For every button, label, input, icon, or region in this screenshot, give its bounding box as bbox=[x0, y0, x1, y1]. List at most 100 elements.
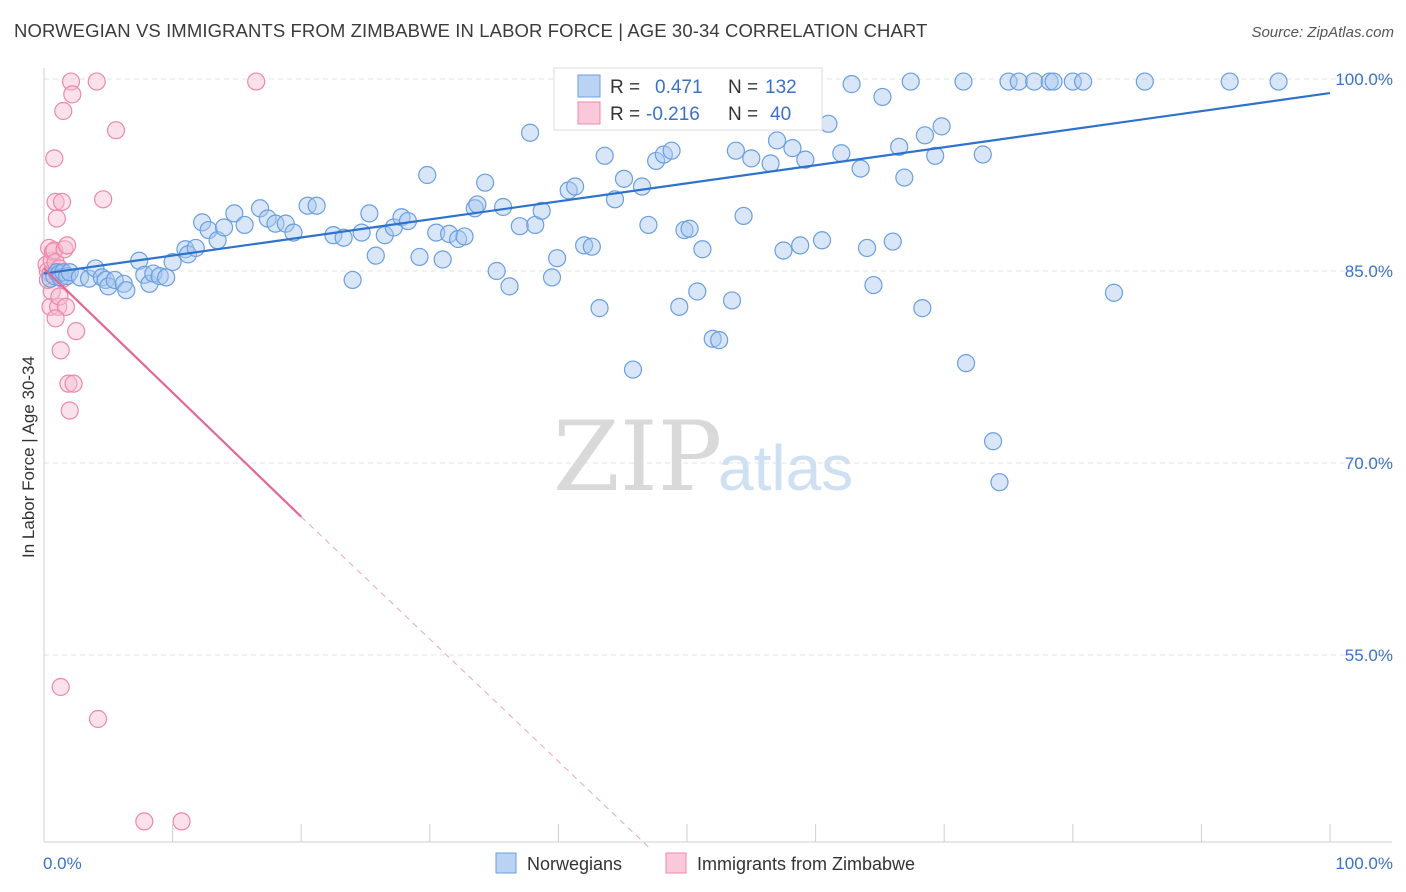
point-norwegians bbox=[542, 268, 562, 287]
point-norwegians bbox=[832, 144, 851, 163]
point-norwegians bbox=[774, 241, 793, 260]
point-norwegians bbox=[703, 329, 722, 348]
point-norwegians bbox=[662, 141, 681, 160]
point-norwegians bbox=[360, 204, 379, 223]
point-norwegians bbox=[150, 267, 169, 286]
point-zimbabwe bbox=[52, 192, 72, 211]
point-zimbabwe bbox=[45, 149, 64, 168]
point-norwegians bbox=[742, 149, 761, 168]
tick-labels: 55.0% 70.0% 85.0% 100.0% 0.0% 100.0% bbox=[43, 70, 1393, 873]
point-zimbabwe bbox=[64, 374, 83, 393]
point-norwegians bbox=[343, 270, 362, 290]
point-norwegians bbox=[842, 75, 861, 94]
point-zimbabwe bbox=[60, 401, 79, 420]
point-zimbabwe bbox=[51, 341, 70, 360]
x-tick-label: 0.0% bbox=[43, 854, 82, 873]
point-norwegians bbox=[670, 297, 689, 316]
point-norwegians bbox=[575, 236, 594, 255]
point-zimbabwe bbox=[106, 121, 126, 140]
y-tick-label: 85.0% bbox=[1345, 262, 1393, 281]
point-norwegians bbox=[819, 114, 838, 133]
axes bbox=[43, 68, 1392, 843]
trend-line-zimbabwe-extension bbox=[300, 516, 649, 848]
point-norwegians bbox=[1220, 72, 1239, 91]
stats-n-label-zimbabwe: N = bbox=[728, 104, 758, 125]
stats-n-value-norwegians: 132 bbox=[765, 77, 797, 98]
stats-r-label-zimbabwe: R = bbox=[610, 104, 640, 125]
point-zimbabwe bbox=[46, 309, 65, 328]
point-zimbabwe bbox=[51, 677, 70, 697]
point-zimbabwe bbox=[135, 812, 154, 831]
chart-source: Source: ZipAtlas.com bbox=[1251, 24, 1394, 41]
point-zimbabwe bbox=[63, 85, 82, 104]
stats-box: R = 0.471 N = 132 R = -0.216 N = 40 bbox=[553, 67, 823, 131]
point-norwegians bbox=[475, 173, 495, 192]
point-zimbabwe bbox=[172, 812, 191, 831]
point-norwegians bbox=[427, 223, 446, 242]
point-norwegians bbox=[410, 247, 429, 267]
legend-swatch-norwegians bbox=[495, 852, 517, 874]
point-norwegians bbox=[883, 232, 902, 251]
chart-title: NORWEGIAN VS IMMIGRANTS FROM ZIMBABWE IN… bbox=[14, 20, 928, 41]
legend-swatch-zimbabwe bbox=[665, 852, 687, 874]
point-norwegians bbox=[418, 165, 437, 185]
point-zimbabwe bbox=[50, 287, 69, 306]
point-norwegians bbox=[590, 299, 609, 318]
point-norwegians bbox=[632, 177, 652, 196]
point-norwegians bbox=[225, 204, 244, 223]
y-tick-label: 70.0% bbox=[1345, 454, 1393, 473]
grid-lines bbox=[44, 78, 1390, 656]
series-norwegians-points bbox=[41, 72, 1288, 492]
stats-n-label-norwegians: N = bbox=[728, 77, 758, 98]
stats-swatch-zimbabwe bbox=[577, 101, 601, 125]
point-norwegians bbox=[990, 473, 1009, 492]
y-axis-label: In Labor Force | Age 30-34 bbox=[19, 356, 38, 558]
y-tick-label: 100.0% bbox=[1335, 70, 1393, 89]
point-norwegians bbox=[500, 277, 519, 296]
point-norwegians bbox=[510, 217, 529, 236]
point-norwegians bbox=[639, 215, 658, 235]
point-norwegians bbox=[680, 219, 699, 238]
point-norwegians bbox=[352, 223, 371, 242]
point-norwegians bbox=[433, 250, 452, 269]
stats-r-value-zimbabwe: -0.216 bbox=[646, 104, 700, 125]
point-norwegians bbox=[595, 146, 614, 165]
trend-line-zimbabwe bbox=[43, 267, 302, 518]
point-norwegians bbox=[851, 159, 870, 178]
point-norwegians bbox=[864, 275, 883, 295]
point-norwegians bbox=[999, 72, 1018, 91]
point-norwegians bbox=[895, 168, 914, 187]
point-norwegians bbox=[932, 117, 951, 136]
stats-r-value-norwegians: 0.471 bbox=[655, 77, 703, 98]
point-norwegians bbox=[873, 87, 892, 107]
point-norwegians bbox=[1044, 72, 1063, 91]
point-norwegians bbox=[521, 123, 540, 142]
point-zimbabwe bbox=[59, 374, 78, 393]
point-norwegians bbox=[1063, 72, 1082, 91]
point-norwegians bbox=[791, 236, 810, 255]
point-norwegians bbox=[767, 131, 787, 150]
point-norwegians bbox=[334, 228, 353, 247]
point-norwegians bbox=[973, 145, 992, 164]
point-norwegians bbox=[214, 218, 234, 237]
point-norwegians bbox=[614, 169, 634, 188]
stats-swatch-norwegians bbox=[577, 74, 601, 98]
point-norwegians bbox=[722, 291, 742, 310]
point-norwegians bbox=[307, 196, 326, 215]
point-norwegians bbox=[117, 281, 136, 300]
point-norwegians bbox=[1009, 72, 1028, 91]
point-norwegians bbox=[266, 214, 285, 233]
series-zimbabwe-points bbox=[37, 72, 266, 831]
point-zimbabwe bbox=[47, 209, 66, 228]
point-norwegians bbox=[548, 249, 567, 268]
point-zimbabwe bbox=[54, 101, 73, 121]
watermark: ZIP atlas bbox=[553, 401, 853, 513]
point-norwegians bbox=[915, 126, 935, 145]
point-norwegians bbox=[857, 238, 877, 258]
point-norwegians bbox=[235, 215, 254, 235]
legend: Norwegians Immigrants from Zimbabwe bbox=[495, 852, 915, 874]
point-zimbabwe bbox=[67, 322, 86, 341]
point-norwegians bbox=[734, 206, 753, 226]
point-norwegians bbox=[60, 263, 79, 282]
